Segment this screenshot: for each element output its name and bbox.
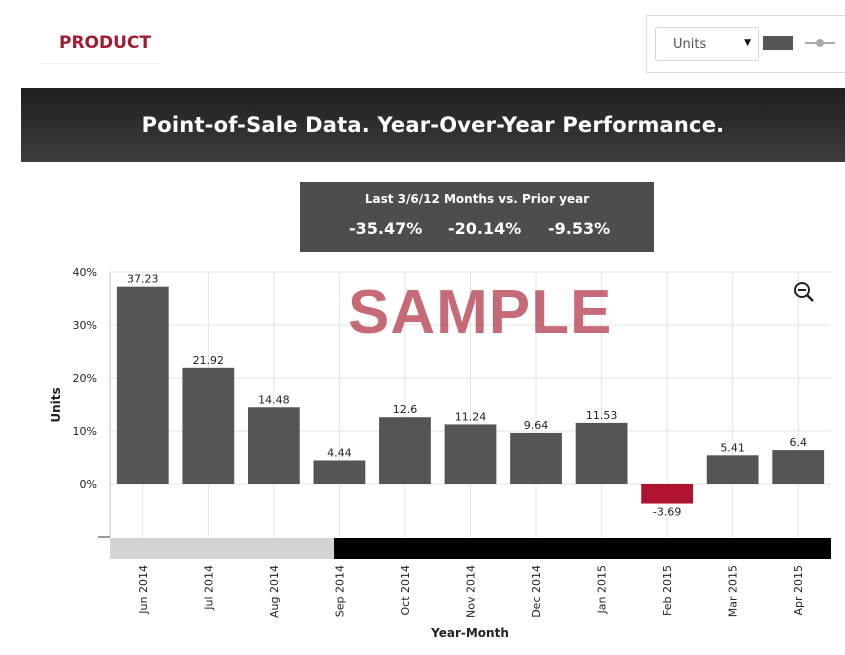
product-tab[interactable]: PRODUCT	[40, 20, 160, 64]
data-label: 5.41	[720, 441, 745, 454]
summary-panel: Last 3/6/12 Months vs. Prior year -35.47…	[300, 182, 654, 252]
x-tick-label: Apr 2015	[792, 565, 805, 616]
y-tick-label: 10%	[73, 425, 97, 438]
data-label: -3.69	[653, 506, 681, 519]
x-tick-label: Oct 2014	[399, 565, 412, 616]
x-axis-title: Year-Month	[430, 626, 509, 640]
bar-chart-icon[interactable]	[763, 36, 793, 50]
bar-dec-2014[interactable]	[510, 432, 562, 484]
summary-value-12-months: -9.53%	[548, 219, 611, 238]
data-label: 4.44	[327, 446, 352, 459]
y-tick-label: 20%	[73, 372, 97, 385]
line-chart-icon[interactable]	[805, 36, 835, 50]
y-tick-label: 40%	[73, 266, 97, 279]
zoom-out-icon[interactable]	[792, 280, 816, 304]
bar-sep-2014[interactable]	[313, 460, 366, 484]
bar-jun-2014[interactable]	[116, 286, 169, 484]
x-tick-label: Feb 2015	[661, 565, 674, 616]
chart-controls: Units ▼	[646, 15, 845, 73]
summary-value-3-months: -35.47%	[349, 219, 423, 238]
data-label: 11.24	[455, 410, 487, 423]
product-label: PRODUCT	[59, 33, 151, 53]
range-navigator-window[interactable]	[110, 538, 334, 559]
bar-mar-2015[interactable]	[706, 455, 759, 484]
x-tick-label: Jan 2015	[596, 565, 609, 614]
bar-nov-2014[interactable]	[444, 424, 497, 484]
page-title: Point-of-Sale Data. Year-Over-Year Perfo…	[21, 88, 845, 162]
y-tick-label: 30%	[73, 319, 97, 332]
bar-feb-2015[interactable]	[641, 484, 694, 504]
x-tick-label: Dec 2014	[530, 565, 543, 618]
unit-select[interactable]: Units ▼	[655, 27, 759, 61]
y-axis-title: Units	[49, 387, 63, 422]
bar-chart: 0% 10% 20% 30% 40% 37.23 21.92 14.48 4.44 12.6 11.…	[49, 266, 831, 640]
bar-apr-2015[interactable]	[772, 450, 825, 484]
summary-label: Last 3/6/12 Months vs. Prior year	[364, 192, 590, 206]
bar-jan-2015[interactable]	[575, 422, 628, 484]
data-label: 9.64	[524, 419, 549, 432]
data-label: 21.92	[193, 354, 225, 367]
data-label: 37.23	[127, 273, 159, 286]
sample-watermark: SAMPLE	[348, 278, 613, 347]
chevron-down-icon: ▼	[744, 38, 751, 48]
x-tick-label: Sep 2014	[333, 565, 346, 617]
bar-oct-2014[interactable]	[379, 417, 431, 484]
x-tick-label: Jul 2014	[202, 565, 215, 611]
x-tick-label: Aug 2014	[268, 565, 281, 618]
x-tick-label: Nov 2014	[465, 565, 478, 618]
summary-value-6-months: -20.14%	[448, 219, 522, 238]
x-tick-label: Jun 2014	[137, 565, 150, 615]
bar-jul-2014[interactable]	[182, 367, 235, 484]
data-label: 6.4	[789, 436, 807, 449]
data-label: 14.48	[258, 393, 290, 406]
unit-select-value: Units	[673, 37, 707, 52]
data-label: 12.6	[393, 403, 418, 416]
x-tick-label: Mar 2015	[727, 565, 740, 617]
y-tick-label: 0%	[80, 478, 97, 491]
data-label: 11.53	[586, 409, 618, 422]
bar-aug-2014[interactable]	[247, 407, 300, 484]
